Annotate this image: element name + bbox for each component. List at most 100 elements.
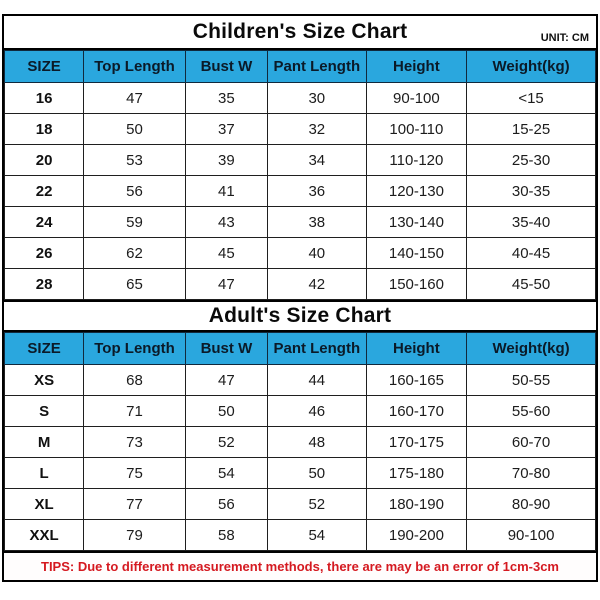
- column-header: Height: [365, 50, 468, 83]
- value-cell: 50: [184, 395, 268, 427]
- column-header: Top Length: [83, 50, 186, 83]
- value-cell: 56: [184, 488, 268, 520]
- value-cell: 43: [184, 206, 268, 238]
- value-cell: 60-70: [466, 426, 596, 458]
- size-cell: XL: [3, 488, 85, 520]
- table-row: XXL 79 58 54 190-200 90-100: [3, 519, 596, 551]
- value-cell: 30: [266, 82, 367, 114]
- children-chart-title: Children's Size Chart: [192, 20, 408, 43]
- value-cell: 32: [266, 113, 367, 145]
- value-cell: 36: [266, 175, 367, 207]
- header-row: SIZE Top Length Bust W Pant Length Height Wei…: [3, 50, 596, 83]
- value-cell: 45-50: [466, 268, 596, 300]
- value-cell: 34: [266, 144, 367, 176]
- value-cell: 80-90: [466, 488, 596, 520]
- size-cell: 24: [3, 206, 85, 238]
- value-cell: 50: [266, 457, 367, 489]
- value-cell: 100-110: [365, 113, 468, 145]
- value-cell: 90-100: [365, 82, 468, 114]
- value-cell: 180-190: [365, 488, 468, 520]
- value-cell: <15: [466, 82, 596, 114]
- value-cell: 77: [83, 488, 186, 520]
- value-cell: 58: [184, 519, 268, 551]
- value-cell: 65: [83, 268, 186, 300]
- value-cell: 50: [83, 113, 186, 145]
- table-row: 18 50 37 32 100-110 15-25: [3, 113, 596, 145]
- size-cell: 18: [3, 113, 85, 145]
- tips-text: TIPS: Due to different measurement metho…: [41, 559, 559, 574]
- value-cell: 39: [184, 144, 268, 176]
- table-row: 24 59 43 38 130-140 35-40: [3, 206, 596, 238]
- tips-bar: TIPS: Due to different measurement metho…: [4, 551, 596, 580]
- table-row: XL 77 56 52 180-190 80-90: [3, 488, 596, 520]
- value-cell: 54: [184, 457, 268, 489]
- value-cell: 79: [83, 519, 186, 551]
- value-cell: 37: [184, 113, 268, 145]
- size-cell: 22: [3, 175, 85, 207]
- column-header: Top Length: [83, 332, 186, 365]
- value-cell: 68: [83, 364, 186, 396]
- value-cell: 130-140: [365, 206, 468, 238]
- value-cell: 53: [83, 144, 186, 176]
- column-header: Pant Length: [266, 50, 367, 83]
- column-header: Weight(kg): [466, 50, 596, 83]
- size-cell: XXL: [3, 519, 85, 551]
- adult-chart-title-bar: Adult's Size Chart: [4, 300, 596, 332]
- value-cell: 15-25: [466, 113, 596, 145]
- value-cell: 160-165: [365, 364, 468, 396]
- value-cell: 140-150: [365, 237, 468, 269]
- value-cell: 47: [184, 268, 268, 300]
- value-cell: 52: [266, 488, 367, 520]
- column-header: Bust W: [184, 332, 268, 365]
- size-cell: 28: [3, 268, 85, 300]
- value-cell: 46: [266, 395, 367, 427]
- value-cell: 45: [184, 237, 268, 269]
- value-cell: 54: [266, 519, 367, 551]
- value-cell: 47: [83, 82, 186, 114]
- header-row: SIZE Top Length Bust W Pant Length Height Wei…: [3, 332, 596, 365]
- size-cell: M: [3, 426, 85, 458]
- value-cell: 30-35: [466, 175, 596, 207]
- value-cell: 50-55: [466, 364, 596, 396]
- table-row: 28 65 47 42 150-160 45-50: [3, 268, 596, 300]
- value-cell: 25-30: [466, 144, 596, 176]
- value-cell: 73: [83, 426, 186, 458]
- value-cell: 170-175: [365, 426, 468, 458]
- value-cell: 40-45: [466, 237, 596, 269]
- value-cell: 62: [83, 237, 186, 269]
- value-cell: 56: [83, 175, 186, 207]
- size-cell: L: [3, 457, 85, 489]
- table-row: 26 62 45 40 140-150 40-45: [3, 237, 596, 269]
- size-cell: S: [3, 395, 85, 427]
- value-cell: 35-40: [466, 206, 596, 238]
- children-chart-title-bar: Children's Size Chart UNIT: CM: [4, 16, 596, 50]
- value-cell: 55-60: [466, 395, 596, 427]
- value-cell: 90-100: [466, 519, 596, 551]
- value-cell: 150-160: [365, 268, 468, 300]
- column-header: SIZE: [3, 332, 85, 365]
- column-header: Bust W: [184, 50, 268, 83]
- value-cell: 71: [83, 395, 186, 427]
- size-cell: XS: [3, 364, 85, 396]
- value-cell: 59: [83, 206, 186, 238]
- table-row: S 71 50 46 160-170 55-60: [3, 395, 596, 427]
- value-cell: 41: [184, 175, 268, 207]
- size-cell: 26: [3, 237, 85, 269]
- value-cell: 47: [184, 364, 268, 396]
- table-row: 20 53 39 34 110-120 25-30: [3, 144, 596, 176]
- size-cell: 16: [3, 82, 85, 114]
- value-cell: 44: [266, 364, 367, 396]
- children-size-table: SIZE Top Length Bust W Pant Length Height Wei…: [3, 50, 596, 300]
- value-cell: 70-80: [466, 457, 596, 489]
- size-chart-panel: Children's Size Chart UNIT: CM SIZE Top L…: [2, 14, 598, 582]
- table-row: 22 56 41 36 120-130 30-35: [3, 175, 596, 207]
- column-header: SIZE: [3, 50, 85, 83]
- value-cell: 38: [266, 206, 367, 238]
- table-row: L 75 54 50 175-180 70-80: [3, 457, 596, 489]
- value-cell: 75: [83, 457, 186, 489]
- table-row: 16 47 35 30 90-100 <15: [3, 82, 596, 114]
- value-cell: 160-170: [365, 395, 468, 427]
- table-row: M 73 52 48 170-175 60-70: [3, 426, 596, 458]
- value-cell: 120-130: [365, 175, 468, 207]
